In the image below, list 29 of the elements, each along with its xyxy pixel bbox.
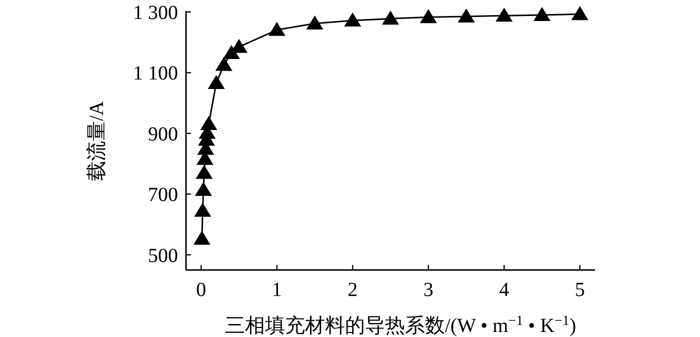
x-tick-label: 1 <box>272 279 282 301</box>
x-tick-label: 0 <box>196 279 206 301</box>
x-tick-label: 3 <box>423 279 434 301</box>
y-tick-label: 1 100 <box>133 62 178 85</box>
x-tick-label: 2 <box>348 279 358 301</box>
point <box>496 8 513 22</box>
point <box>215 56 232 71</box>
point <box>268 22 286 36</box>
point <box>571 6 588 20</box>
point <box>382 10 399 25</box>
point <box>196 164 213 179</box>
point <box>200 116 218 130</box>
point <box>533 7 550 22</box>
x-axis-title: 三相填充材料的导热系数/(W • m$^{−1}$ • K$^{−1}$) <box>224 314 576 337</box>
y-tick-label: 900 <box>148 123 178 146</box>
point <box>344 12 362 26</box>
y-tick-label: 700 <box>148 184 178 206</box>
y-axis-title: 载流量/A <box>86 100 108 181</box>
point <box>420 9 437 24</box>
point <box>193 230 210 245</box>
x-tick-label: 5 <box>574 279 585 301</box>
point <box>194 182 212 196</box>
point <box>306 16 324 30</box>
point <box>458 8 475 23</box>
y-tick-label: 500 <box>148 244 178 267</box>
y-tick-label: 1 300 <box>133 2 178 24</box>
x-tick-label: 4 <box>499 279 510 301</box>
point <box>194 202 212 217</box>
point <box>208 75 225 90</box>
